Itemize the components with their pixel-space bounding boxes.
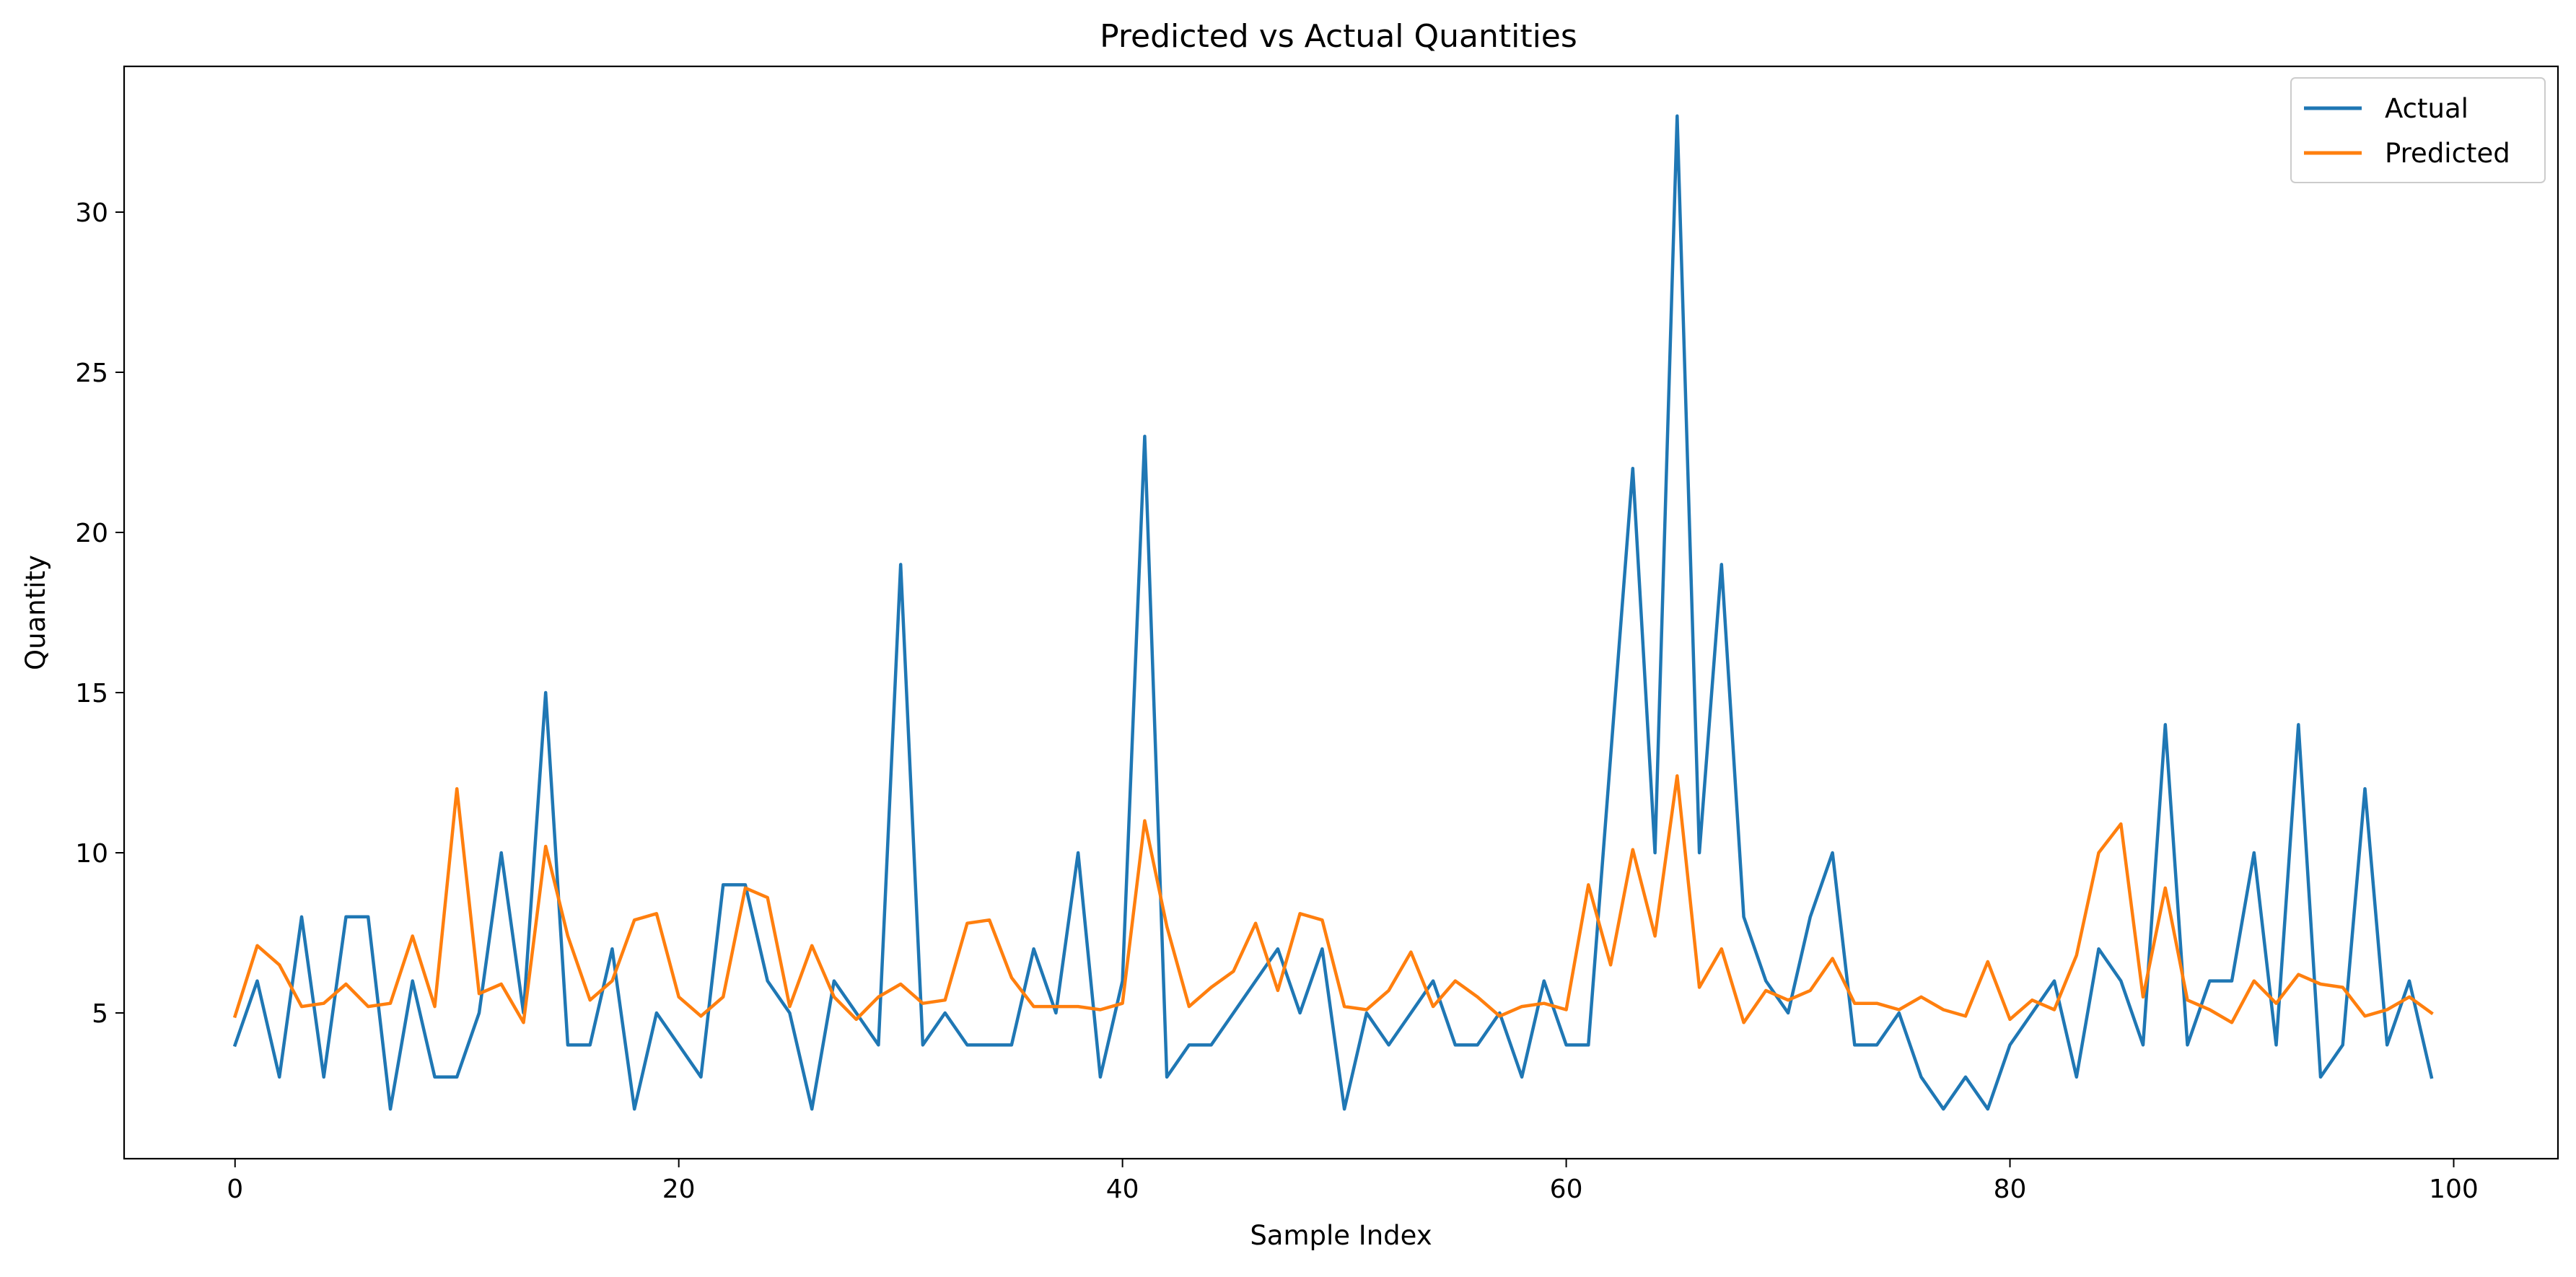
legend-label-actual: Actual	[2385, 93, 2468, 124]
x-tick-label: 20	[662, 1175, 696, 1204]
x-tick-label: 100	[2429, 1175, 2479, 1204]
x-tick-label: 0	[227, 1175, 243, 1204]
x-tick-label: 60	[1550, 1175, 1583, 1204]
legend-label-predicted: Predicted	[2385, 138, 2510, 169]
series-line-actual	[232, 114, 2434, 1111]
y-tick-label: 20	[75, 519, 108, 548]
chart-title: Predicted vs Actual Quantities	[1100, 18, 1577, 55]
x-axis-label: Sample Index	[1250, 1220, 1432, 1251]
series-group	[232, 114, 2434, 1111]
plot-area	[123, 65, 2559, 1160]
x-tick-label: 40	[1106, 1175, 1139, 1204]
x-axis: 0 20 40 60 80 100	[227, 1159, 2479, 1204]
y-axis: 5 10 15 20 25 30	[75, 198, 124, 1029]
legend-box	[2290, 77, 2546, 183]
legend: Actual Predicted	[2290, 77, 2546, 183]
y-tick-label: 25	[75, 359, 108, 388]
series-line-predicted	[232, 774, 2434, 1024]
y-tick-label: 5	[92, 999, 108, 1029]
y-axis-label: Quantity	[20, 555, 51, 670]
y-tick-label: 30	[75, 198, 108, 228]
x-tick-label: 80	[1994, 1175, 2027, 1204]
plot-frame	[123, 65, 2559, 1160]
y-tick-label: 15	[75, 679, 108, 708]
y-tick-label: 10	[75, 839, 108, 869]
